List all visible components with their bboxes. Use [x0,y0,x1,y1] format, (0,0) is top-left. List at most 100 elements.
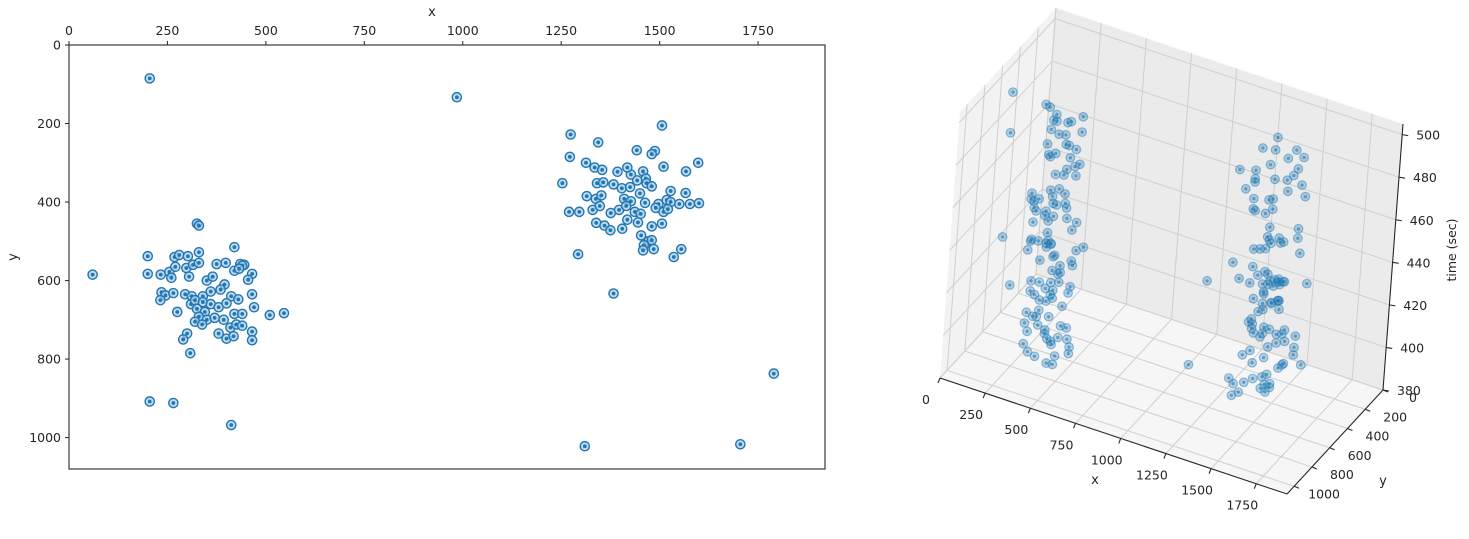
data-point-3d-core [1268,225,1272,229]
data-point-3d-core [1066,121,1070,125]
data-point-3d-core [1261,290,1266,294]
data-point-3d-core [1073,164,1077,169]
data-point-core [599,193,604,198]
data-point-3d-core [1049,127,1053,131]
data-point-3d-core [1080,130,1084,134]
data-point-3d-core [1051,214,1055,218]
data-point-core [200,300,205,305]
data-point-3d-core [1048,293,1052,297]
data-point-core [597,204,602,208]
data-point-3d-core [1064,326,1068,330]
data-point-3d-core [1298,251,1302,255]
data-point-3d-core [1263,247,1267,251]
data-point-3d-core [1247,320,1251,324]
data-point-3d-core [1058,324,1063,328]
data-point-3d-core [1260,301,1265,306]
data-point-core [577,209,582,214]
data-point-3d-core [1036,239,1040,243]
data-point-3d-core [1205,279,1209,283]
data-point-core [625,165,630,170]
data-point-core [229,423,234,427]
data-point-core [158,272,163,277]
x-tick-label: 500 [254,23,278,38]
data-point-core [738,442,743,447]
y-tick-label-3d: 400 [1366,429,1390,444]
data-point-3d-core [1046,219,1050,223]
data-point-core [628,199,633,204]
data-point-3d-core [1262,325,1266,329]
data-point-core [197,223,201,228]
data-point-core [649,184,654,189]
data-point-3d-core [1028,289,1032,293]
data-point-3d-core [1008,283,1012,287]
data-point-3d-core [1046,238,1050,242]
data-point-3d-core [1043,213,1047,218]
data-point-core [200,322,204,327]
data-point-3d-core [1037,308,1041,312]
data-point-core [197,260,201,265]
data-point-core [147,76,152,81]
data-point-3d-core [1032,293,1037,297]
data-point-core [186,254,190,259]
data-point-core [602,223,607,228]
data-point-core [177,253,182,257]
data-point-core [221,317,226,322]
data-point-3d-core [1260,375,1264,379]
y-axis-label: y [6,253,21,261]
data-point-3d-core [1273,177,1277,181]
x-tick-label-3d: 1000 [1091,452,1123,467]
data-point-core [649,238,654,243]
plot-area-2d [68,44,826,470]
data-point-3d-core [1251,376,1255,381]
data-point-core [615,169,620,174]
data-point-core [625,217,630,222]
scatter-plot-3d: 0 250 500 750 1000 1250 1500 1750 0 200 400 600 800 1… [900,0,1469,535]
data-point-core [665,207,670,212]
x-tick-label: 1750 [742,23,774,38]
data-point-3d-core [1251,265,1255,269]
data-point-3d-core [1025,350,1030,354]
data-point-3d-core [1081,115,1085,119]
data-point-3d-core [1069,120,1073,124]
data-point-core [649,224,654,229]
data-point-3d-core [1253,177,1257,181]
data-point-3d-core [1273,278,1277,282]
data-point-core [683,191,688,195]
data-point-3d-core [1066,291,1070,295]
data-point-core [584,160,588,165]
data-point-3d-core [1045,337,1049,341]
data-point-3d-core [1303,195,1307,199]
data-point-core [611,291,616,296]
data-point-core [184,266,189,270]
data-point-3d-core [1229,393,1234,397]
y-tick-label: 400 [37,195,61,210]
data-point-3d-core [1231,260,1235,264]
data-point-core [661,164,666,169]
data-point-3d-core [1030,314,1035,318]
data-point-3d-core [1065,167,1069,171]
data-point-core [204,317,209,322]
data-point-core [592,165,597,170]
data-point-3d-core [1025,329,1029,333]
data-point-3d-core [1074,174,1078,178]
z-axis-label-3d: time (sec) [1444,218,1459,281]
data-point-core [187,274,191,279]
data-point-core [240,323,245,328]
data-point-3d-core [1011,90,1015,94]
data-point-3d-core [1052,118,1056,122]
data-point-3d-core [1262,382,1266,386]
data-point-3d-core [1258,386,1262,390]
data-point-core [171,291,176,296]
data-point-3d-core [1034,314,1038,319]
scatter-points-3d [997,87,1312,401]
data-point-core [668,200,673,204]
data-point-3d-core [1253,180,1257,184]
data-point-core [620,226,625,231]
data-point-3d-core [1271,284,1275,288]
data-point-core [584,194,589,199]
data-point-3d-core [1249,317,1253,321]
data-point-3d-core [1262,355,1266,360]
z-tick-label-3d: 480 [1413,170,1437,185]
data-point-3d-core [1044,245,1048,249]
data-point-3d-core [1263,270,1267,274]
